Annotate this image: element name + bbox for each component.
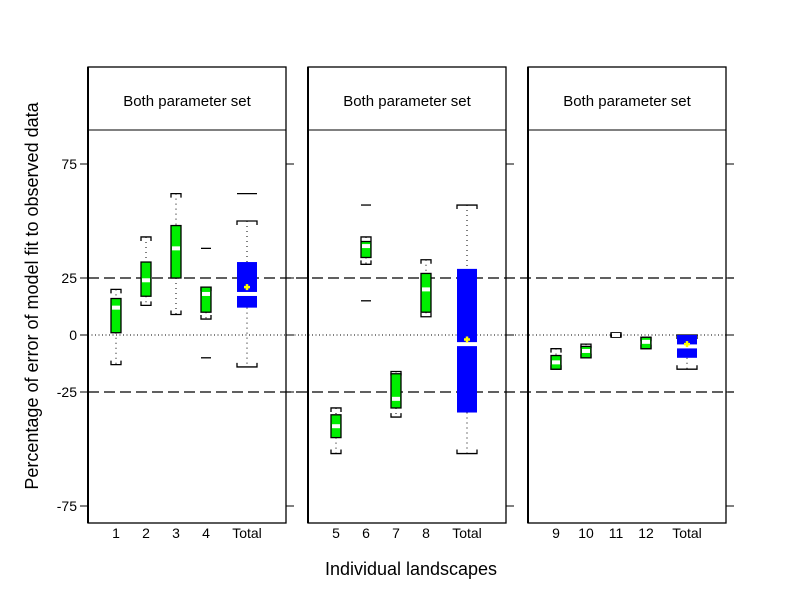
box-body: [200, 286, 212, 313]
panel-title: Both parameter set: [123, 93, 251, 110]
whisker-cap-lower: [236, 362, 258, 368]
box-body: [390, 373, 402, 409]
median-line: [642, 339, 650, 344]
box-2: 2: [140, 236, 152, 541]
whisker-cap-upper: [420, 259, 432, 264]
box-8: 8: [420, 259, 432, 541]
box-1: 1: [110, 288, 122, 541]
median-line: [332, 424, 340, 429]
whisker-cap-upper: [170, 192, 182, 198]
whisker-cap-upper: [550, 348, 562, 353]
box-3: 3: [170, 192, 182, 541]
median-line: [582, 348, 590, 353]
box-body: [360, 240, 372, 259]
y-tick-label: 0: [69, 327, 77, 343]
box-7: 7: [390, 370, 402, 541]
box-12: 12: [638, 336, 654, 541]
median-line: [202, 291, 210, 296]
box-5: 5: [330, 407, 342, 541]
median-line: [457, 342, 477, 347]
x-tick-label: 9: [552, 525, 560, 541]
whisker-cap-upper: [456, 204, 478, 210]
whisker-cap-lower: [456, 449, 478, 455]
whisker-cap-lower: [420, 312, 432, 318]
box-4: 4: [200, 247, 212, 541]
x-tick-label: 5: [332, 525, 340, 541]
mean-marker: [684, 341, 690, 348]
x-tick-label: 10: [578, 525, 594, 541]
x-tick-label: Total: [672, 525, 702, 541]
whisker-cap-lower: [110, 360, 122, 366]
x-axis-label: Individual landscapes: [325, 559, 497, 579]
whisker-cap-lower: [330, 449, 342, 455]
box-body: [110, 297, 122, 334]
whisker-cap-lower: [200, 315, 212, 320]
median-line: [552, 360, 560, 365]
x-tick-label: 6: [362, 525, 370, 541]
y-tick-label: -25: [57, 384, 77, 400]
y-tick-label: -75: [57, 498, 77, 514]
whisker-cap-lower: [676, 365, 698, 370]
median-line: [392, 396, 400, 401]
median-line: [237, 291, 257, 296]
whisker-cap-upper: [330, 407, 342, 412]
median-line: [142, 278, 150, 283]
x-tick-label: Total: [232, 525, 262, 541]
whisker-cap-lower: [360, 260, 372, 265]
box-9: 9: [550, 348, 562, 541]
y-tick-label: 25: [61, 270, 77, 286]
panel-2: Both parameter set 5 6 7 8 Total: [307, 66, 514, 541]
x-tick-label: 11: [609, 525, 624, 541]
whisker-cap-lower: [140, 301, 152, 307]
x-tick-label: 12: [638, 525, 654, 541]
y-tick-label: 75: [61, 156, 77, 172]
x-tick-label: 3: [172, 525, 180, 541]
box-body: [170, 224, 182, 279]
box-total: Total: [452, 204, 482, 541]
whisker-cap-lower: [390, 413, 402, 418]
panel-3: Both parameter set 9 10 11 12 Total: [527, 66, 734, 541]
whisker-cap-upper: [140, 236, 152, 241]
x-tick-label: Total: [452, 525, 482, 541]
median-line: [362, 244, 370, 249]
panel-title: Both parameter set: [563, 93, 691, 110]
panel-1: Both parameter set 1 2 3 4 Total: [87, 66, 294, 541]
whisker-cap-upper: [236, 220, 258, 225]
whisker-cap-upper: [360, 236, 372, 241]
box-total: Total: [232, 192, 262, 541]
box-11: 11: [609, 332, 624, 541]
box-body: [420, 272, 432, 313]
mean-marker: [244, 284, 250, 291]
median-line: [612, 333, 620, 337]
box-10: 10: [578, 343, 594, 541]
whisker-cap-lower: [170, 310, 182, 316]
median-line: [112, 305, 120, 310]
median-line: [172, 246, 180, 251]
x-tick-label: 8: [422, 525, 430, 541]
panel-frame: [527, 66, 727, 524]
x-tick-label: 7: [392, 525, 400, 541]
box-6: 6: [360, 204, 372, 541]
box-total: Total: [672, 334, 702, 541]
median-line: [422, 287, 430, 292]
panel-title: Both parameter set: [343, 93, 471, 110]
mean-marker: [464, 336, 470, 343]
x-tick-label: 2: [142, 525, 150, 541]
whisker-cap-upper: [110, 288, 122, 294]
x-tick-label: 4: [202, 525, 210, 541]
y-axis-label: Percentage of error of model fit to obse…: [22, 101, 42, 489]
x-tick-label: 1: [112, 525, 120, 541]
